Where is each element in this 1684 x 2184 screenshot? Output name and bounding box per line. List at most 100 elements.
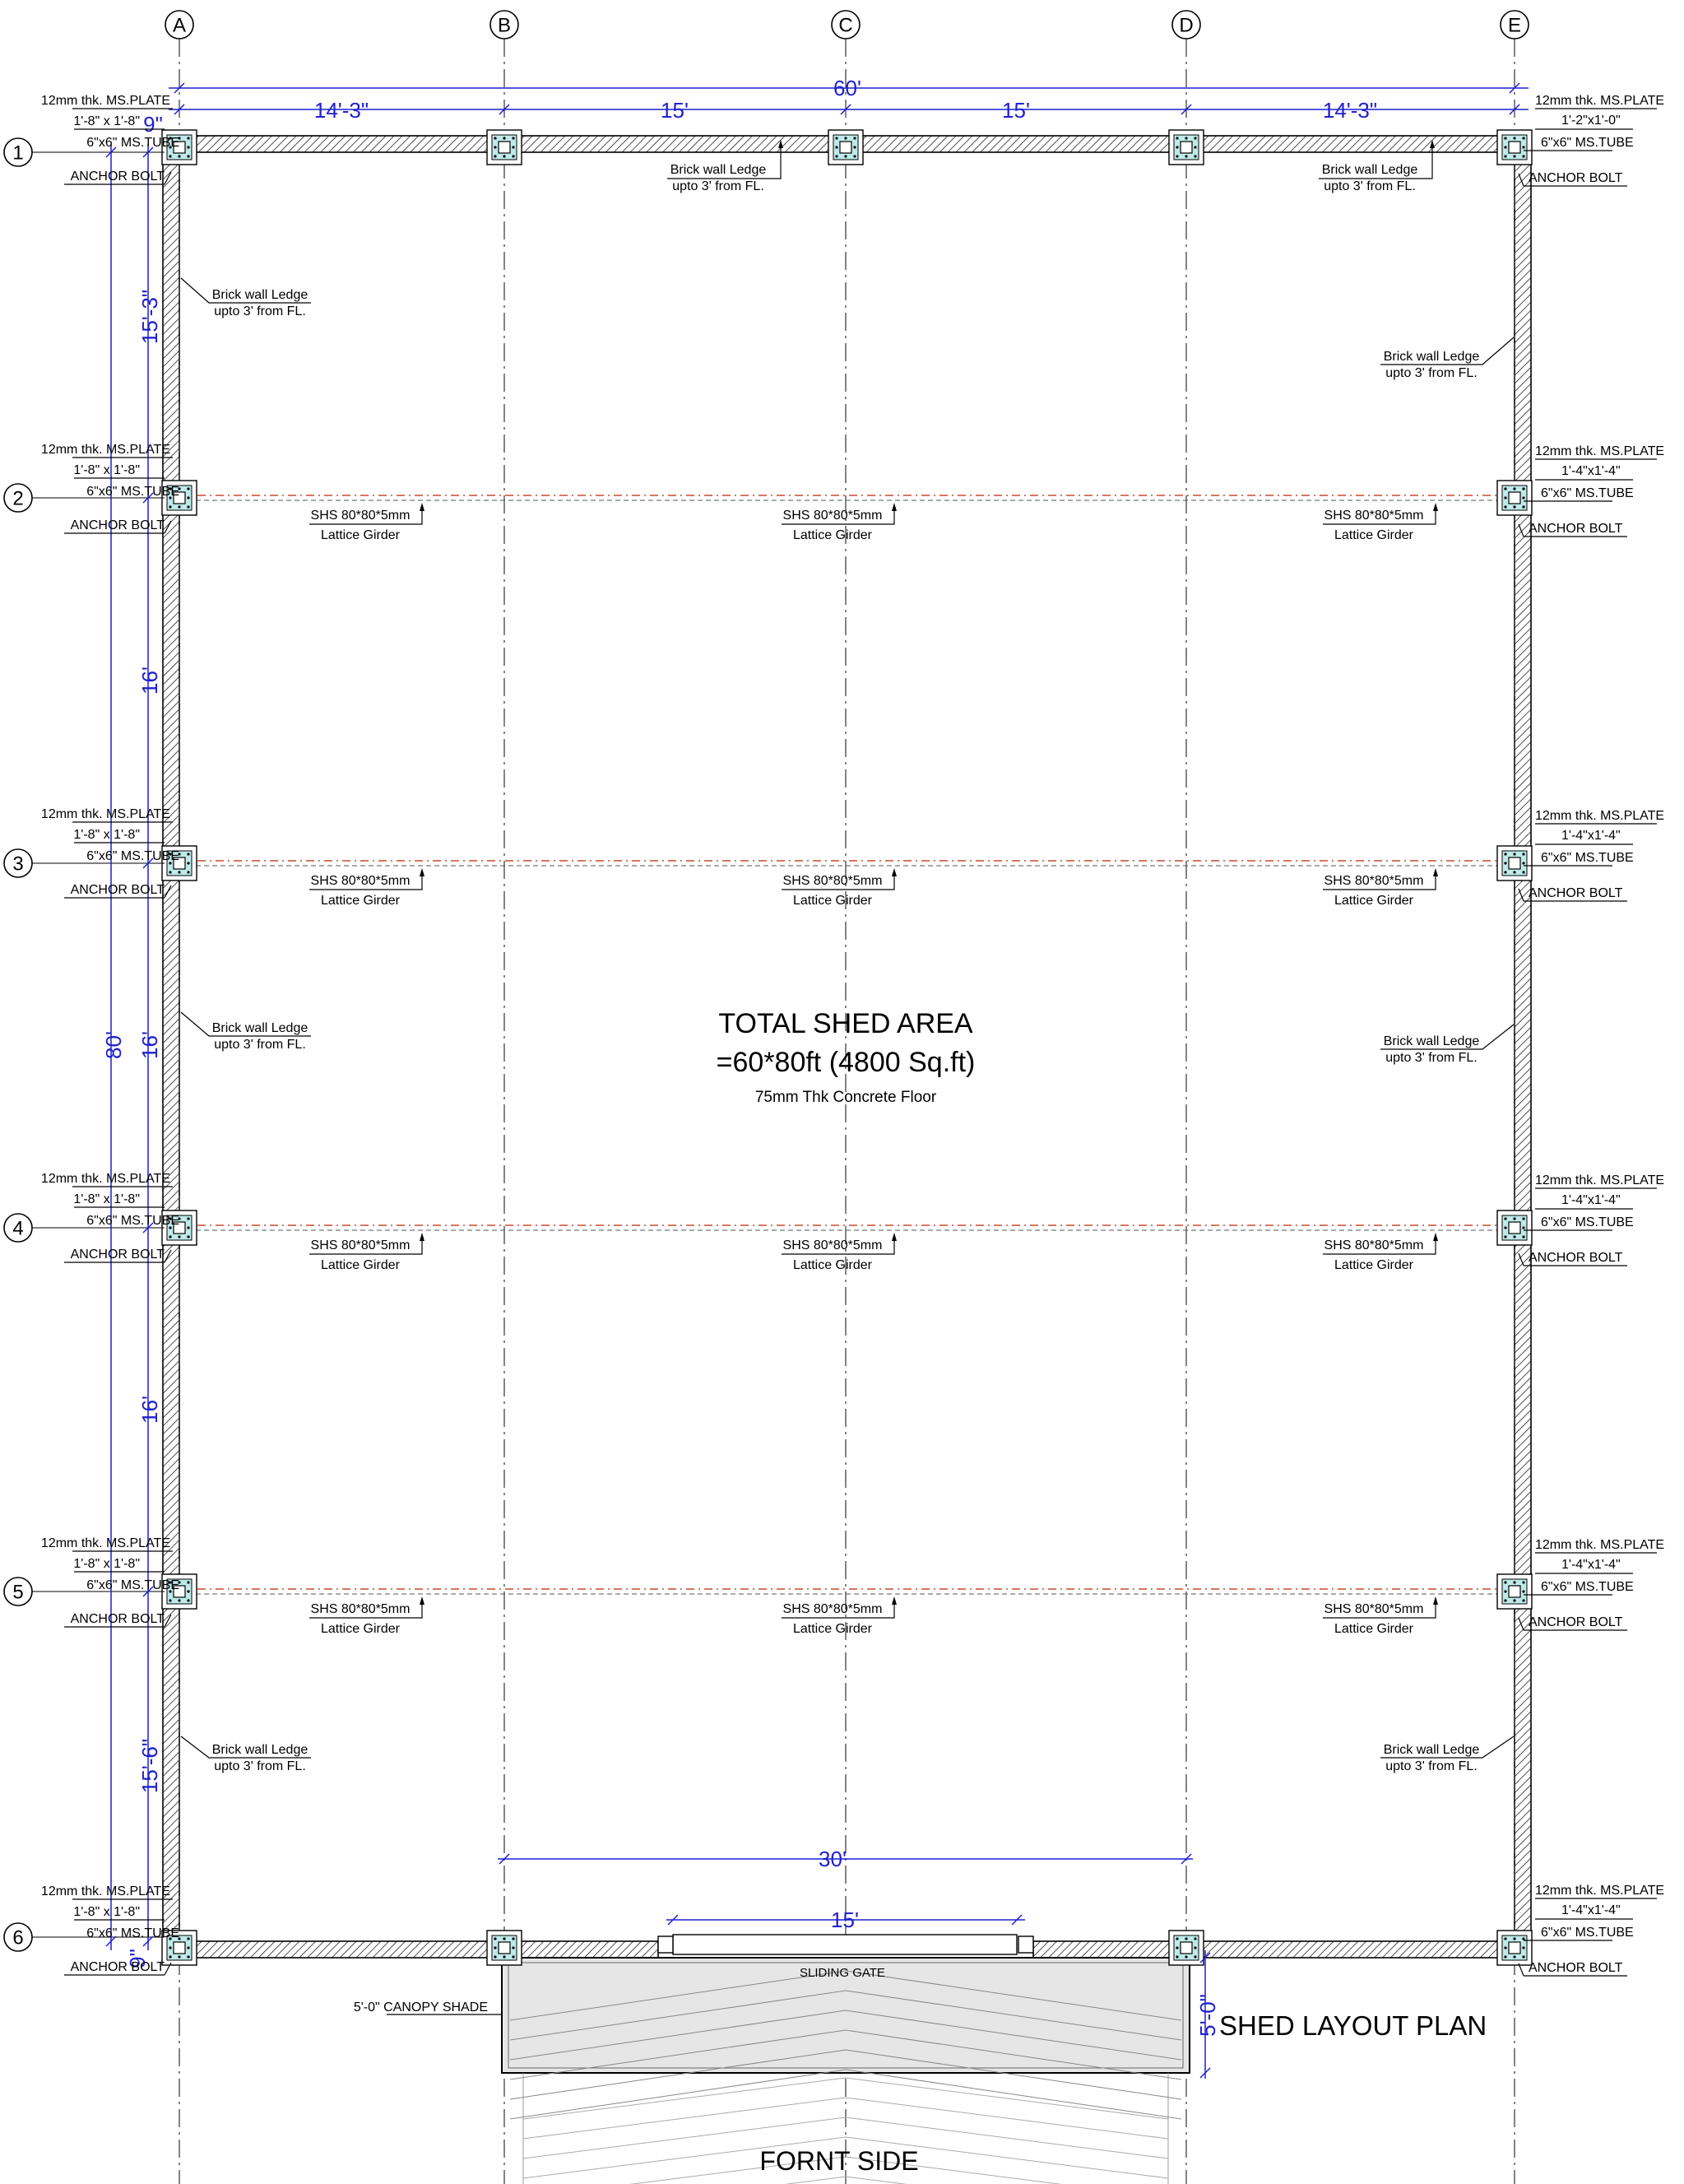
bolt-label: ANCHOR BOLT bbox=[1529, 171, 1623, 185]
girder-type: Lattice Girder bbox=[321, 1258, 401, 1272]
girder-type: Lattice Girder bbox=[321, 528, 401, 542]
dimensions: 60' 14'-3" 15' 15' 14'-3" 9" 80' 15'-3" 16' 16' 16… bbox=[101, 76, 1529, 2079]
column-base-plate bbox=[161, 1573, 197, 1610]
column-base-plate bbox=[486, 129, 522, 165]
tube-label: 6"x6" MS.TUBE bbox=[1541, 851, 1634, 865]
note-line2: upto 3' from FL. bbox=[1385, 1051, 1478, 1065]
note-line1: Brick wall Ledge bbox=[1384, 1034, 1480, 1048]
wall-left bbox=[162, 135, 180, 1959]
plate-size: 1'-4"x1'-4" bbox=[1561, 1558, 1621, 1572]
column-label-right: 12mm thk. MS.PLATE 1'-4"x1'-4" 6"x6" MS.TU… bbox=[1518, 1538, 1664, 1631]
dim-row-spacing: 15'-3" bbox=[137, 290, 162, 344]
column-base-plate bbox=[161, 845, 197, 881]
grid-bubble-D: D bbox=[1171, 10, 1201, 39]
grid-lines bbox=[179, 39, 1515, 2184]
girder-label: SHS 80*80*5mm Lattice Girder bbox=[1323, 868, 1438, 908]
girder-type: Lattice Girder bbox=[321, 1622, 401, 1636]
bolt-label: ANCHOR BOLT bbox=[71, 883, 165, 897]
wall-bottom-left bbox=[162, 1940, 659, 1959]
canopy-label: 5'-0" CANOPY SHADE bbox=[354, 2000, 488, 2014]
dim-gate: 15' bbox=[831, 1908, 859, 1932]
column-base-plate bbox=[1496, 129, 1533, 165]
girder-label: SHS 80*80*5mm Lattice Girder bbox=[782, 1596, 897, 1636]
area-value: =60*80ft (4800 Sq.ft) bbox=[717, 1047, 976, 1078]
front-side-label: FORNT SIDE bbox=[759, 2146, 918, 2176]
column-base-plate bbox=[1168, 129, 1204, 165]
girder-type: Lattice Girder bbox=[793, 1622, 873, 1636]
column-label-left: 12mm thk. MS.PLATE 1'-8" x 1'-8" 6"x6" MS.… bbox=[41, 1536, 179, 1628]
dim-bay: 15' bbox=[1002, 98, 1030, 123]
note-line2: upto 3' from FL. bbox=[1324, 179, 1416, 193]
girder-spec: SHS 80*80*5mm bbox=[783, 1238, 883, 1252]
tube-label: 6"x6" MS.TUBE bbox=[86, 1578, 179, 1592]
grid-label: 5 bbox=[12, 1582, 23, 1604]
girder-spec: SHS 80*80*5mm bbox=[1324, 1602, 1424, 1616]
grid-bubble-E: E bbox=[1500, 10, 1529, 39]
tube-label: 6"x6" MS.TUBE bbox=[1541, 486, 1634, 500]
grid-label: E bbox=[1508, 15, 1521, 37]
column-label-right: 12mm thk. MS.PLATE 1'-2"x1'-0" 6"x6" MS.TU… bbox=[1518, 94, 1664, 187]
canopy-shade bbox=[501, 1957, 1190, 2074]
plate-size: 1'-4"x1'-4" bbox=[1561, 1193, 1621, 1207]
note-line1: Brick wall Ledge bbox=[1384, 1743, 1480, 1757]
note-line1: Brick wall Ledge bbox=[1322, 163, 1418, 177]
area-title: TOTAL SHED AREA bbox=[718, 1008, 973, 1039]
plate-label: 12mm thk. MS.PLATE bbox=[41, 807, 170, 821]
grid-bubble-B: B bbox=[489, 10, 519, 39]
grid-bubble-5: 5 bbox=[3, 1577, 165, 1606]
plate-label: 12mm thk. MS.PLATE bbox=[41, 1884, 170, 1898]
tube-label: 6"x6" MS.TUBE bbox=[1541, 1215, 1634, 1229]
plate-size: 1'-8" x 1'-8" bbox=[73, 828, 140, 842]
column-label-left: 12mm thk. MS.PLATE 1'-8" x 1'-8" 6"x6" MS.… bbox=[41, 443, 179, 534]
wall-bottom-right bbox=[1032, 1940, 1532, 1959]
tube-label: 6"x6" MS.TUBE bbox=[1541, 136, 1634, 150]
column-base-plate bbox=[1168, 1930, 1204, 1966]
bolt-label: ANCHOR BOLT bbox=[1529, 886, 1623, 900]
plate-label: 12mm thk. MS.PLATE bbox=[1535, 444, 1664, 458]
bolt-label: ANCHOR BOLT bbox=[71, 1612, 165, 1626]
plate-size: 1'-4"x1'-4" bbox=[1561, 1903, 1621, 1917]
front-approach-hatch bbox=[522, 2073, 1169, 2184]
note-line1: Brick wall Ledge bbox=[1384, 350, 1480, 364]
note-line1: Brick wall Ledge bbox=[212, 1021, 309, 1035]
brick-wall-note: Brick wall Ledge upto 3' from FL. bbox=[1380, 337, 1515, 380]
grid-label: 1 bbox=[12, 142, 23, 165]
tube-label: 6"x6" MS.TUBE bbox=[86, 849, 179, 863]
girder-type: Lattice Girder bbox=[793, 894, 873, 908]
girder-label: SHS 80*80*5mm Lattice Girder bbox=[1323, 1233, 1438, 1272]
gate-post-left bbox=[657, 1935, 674, 1954]
note-line2: upto 3' from FL. bbox=[1385, 366, 1478, 380]
girder-spec: SHS 80*80*5mm bbox=[311, 874, 411, 888]
grid-bubble-3: 3 bbox=[3, 848, 165, 878]
note-line2: upto 3' from FL. bbox=[214, 304, 306, 318]
column-base-plate bbox=[161, 480, 197, 516]
gate-post-right bbox=[1018, 1935, 1034, 1954]
columns bbox=[161, 129, 1533, 1966]
girder-label: SHS 80*80*5mm Lattice Girder bbox=[782, 503, 897, 542]
column-label-left: 12mm thk. MS.PLATE 1'-8" x 1'-8" 6"x6" MS.… bbox=[41, 1884, 179, 1976]
girder-label: SHS 80*80*5mm Lattice Girder bbox=[309, 1233, 424, 1272]
center-area: TOTAL SHED AREA =60*80ft (4800 Sq.ft) 75… bbox=[717, 1008, 976, 1106]
plate-size: 1'-8" x 1'-8" bbox=[73, 1557, 140, 1571]
plate-size: 1'-8" x 1'-8" bbox=[73, 114, 140, 128]
girder-spec: SHS 80*80*5mm bbox=[311, 1238, 411, 1252]
column-base-plate bbox=[161, 1930, 197, 1966]
brick-wall-note: Brick wall Ledge upto 3' from FL. bbox=[1319, 140, 1435, 193]
column-label-right: 12mm thk. MS.PLATE 1'-4"x1'-4" 6"x6" MS.TU… bbox=[1518, 809, 1664, 902]
column-label-right: 12mm thk. MS.PLATE 1'-4"x1'-4" 6"x6" MS.TU… bbox=[1518, 444, 1664, 537]
plate-size: 1'-8" x 1'-8" bbox=[73, 463, 140, 477]
grid-label: 3 bbox=[12, 853, 23, 876]
tube-label: 6"x6" MS.TUBE bbox=[86, 1926, 179, 1940]
girder-label: SHS 80*80*5mm Lattice Girder bbox=[309, 1596, 424, 1636]
gate-label: SLIDING GATE bbox=[800, 1966, 885, 1980]
column-label-left: 12mm thk. MS.PLATE 1'-8" x 1'-8" 6"x6" MS.… bbox=[41, 807, 179, 899]
grid-label: 4 bbox=[12, 1218, 23, 1240]
bolt-label: ANCHOR BOLT bbox=[1529, 1961, 1623, 1975]
girder-label: SHS 80*80*5mm Lattice Girder bbox=[1323, 503, 1438, 542]
girder-spec: SHS 80*80*5mm bbox=[783, 509, 883, 523]
bolt-label: ANCHOR BOLT bbox=[1529, 1251, 1623, 1265]
grid-bubble-6: 6 bbox=[3, 1922, 165, 1952]
plate-size: 1'-8" x 1'-8" bbox=[73, 1192, 140, 1206]
tube-label: 6"x6" MS.TUBE bbox=[86, 136, 179, 150]
